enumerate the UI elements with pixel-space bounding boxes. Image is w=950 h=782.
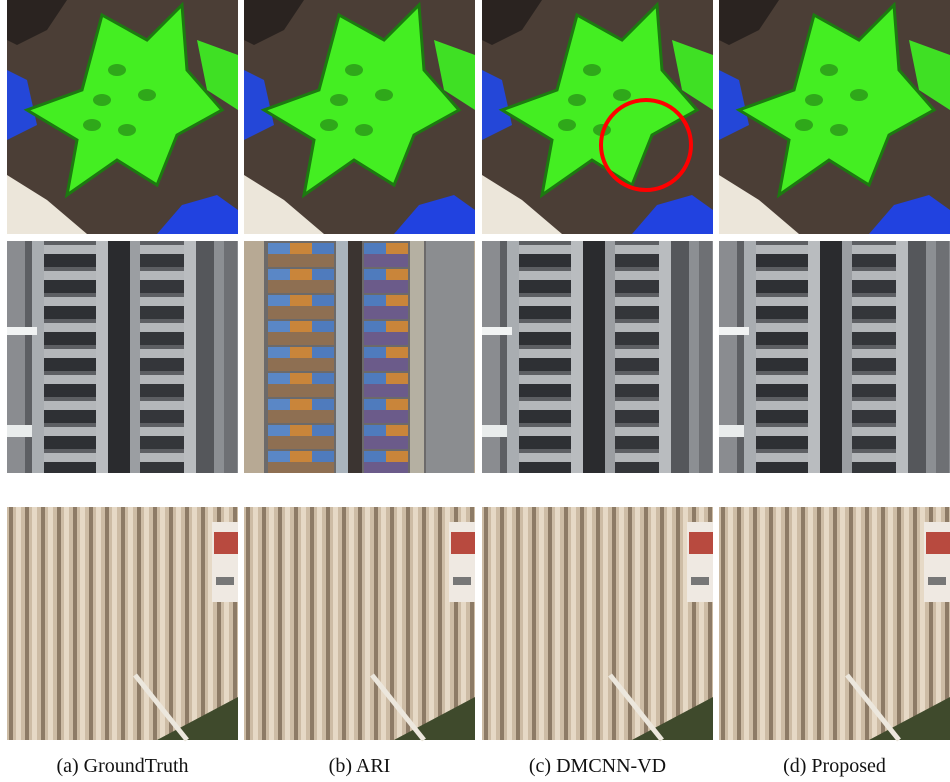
- caption: (b) ARI: [329, 755, 391, 777]
- star-texture: [830, 124, 848, 136]
- panel-star: [244, 0, 475, 234]
- star-texture: [850, 89, 868, 101]
- star-texture: [568, 94, 586, 106]
- sign-red: [926, 532, 950, 554]
- star-texture: [320, 119, 338, 131]
- stripes: [482, 241, 713, 473]
- white-bar: [7, 425, 32, 437]
- sign-text: [691, 577, 709, 585]
- stripes: [719, 241, 950, 473]
- fence: [719, 507, 950, 740]
- star-texture: [330, 94, 348, 106]
- star-texture: [118, 124, 136, 136]
- sign-red: [689, 532, 713, 554]
- panel-star: [482, 0, 713, 234]
- panel-fence: [7, 507, 238, 740]
- panel-fence: [482, 507, 713, 740]
- panel-star: [7, 0, 238, 234]
- panel-fence: [719, 507, 950, 740]
- panel-stripes: [719, 241, 950, 473]
- fence: [482, 507, 713, 740]
- sign-text: [453, 577, 471, 585]
- white-bar: [482, 425, 507, 437]
- stripes: [244, 241, 475, 473]
- sign-red: [451, 532, 475, 554]
- star-texture: [345, 64, 363, 76]
- panel-stripes: [7, 241, 238, 473]
- fence: [7, 507, 238, 740]
- white-bar: [7, 327, 37, 335]
- star-texture: [805, 94, 823, 106]
- figure: (a) GroundTruth (b) ARI (c) DMCNN-VD (d) Pr…: [0, 0, 950, 782]
- star-texture: [558, 119, 576, 131]
- white-bar: [719, 327, 749, 335]
- caption: (c) DMCNN-VD: [529, 755, 666, 777]
- star-texture: [613, 89, 631, 101]
- star-texture: [583, 64, 601, 76]
- panel-stripes: [244, 241, 475, 473]
- panel-star: [719, 0, 950, 234]
- white-bar: [482, 327, 512, 335]
- sign-text: [216, 577, 234, 585]
- caption: (a) GroundTruth: [56, 755, 188, 777]
- star-texture: [138, 89, 156, 101]
- caption: (d) Proposed: [783, 755, 886, 777]
- panel-stripes: [482, 241, 713, 473]
- star-texture: [820, 64, 838, 76]
- star-texture: [375, 89, 393, 101]
- star-texture: [108, 64, 126, 76]
- stripes: [7, 241, 238, 473]
- fence: [244, 507, 475, 740]
- sign-red: [214, 532, 238, 554]
- star-texture: [83, 119, 101, 131]
- sign-text: [928, 577, 946, 585]
- star-texture: [355, 124, 373, 136]
- panel-fence: [244, 507, 475, 740]
- white-bar: [719, 425, 744, 437]
- star-texture: [795, 119, 813, 131]
- star-texture: [93, 94, 111, 106]
